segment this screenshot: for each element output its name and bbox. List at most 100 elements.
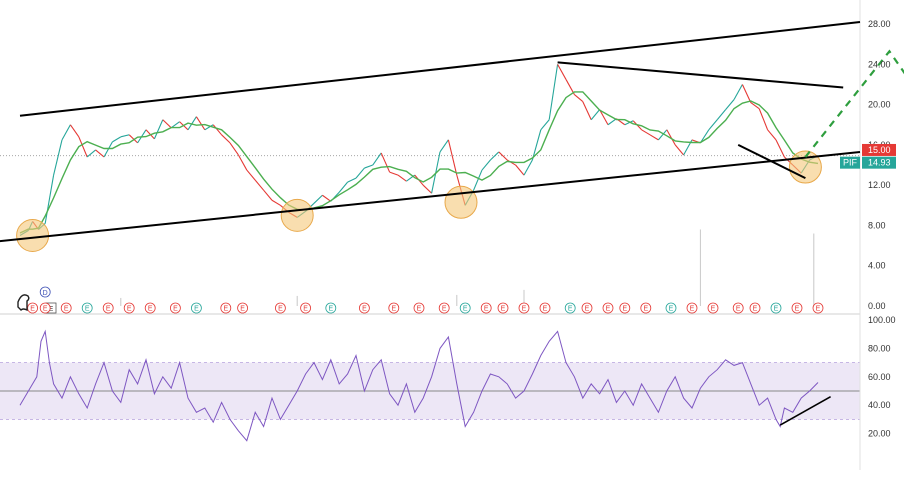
- price-candle: [338, 181, 349, 193]
- earnings-marker-label: E: [106, 306, 111, 313]
- upper-channel-trendline[interactable]: [19, 21, 861, 117]
- earnings-marker[interactable]: [388, 302, 400, 314]
- price-candle: [557, 64, 567, 80]
- dividend-marker[interactable]: [39, 286, 51, 298]
- earnings-marker-label: E: [362, 306, 367, 313]
- earnings-marker[interactable]: [665, 302, 677, 314]
- price-candle: [582, 101, 592, 120]
- rsi-trendline[interactable]: [779, 395, 831, 426]
- earnings-marker-label: E: [501, 306, 506, 313]
- recent-decline-trendline[interactable]: [737, 144, 806, 180]
- earnings-marker[interactable]: [123, 302, 135, 314]
- earnings-marker[interactable]: [39, 302, 51, 314]
- price-tags: 15.00 PIF 14.93: [840, 143, 896, 169]
- earnings-marker[interactable]: [144, 302, 156, 314]
- earnings-marker[interactable]: [770, 302, 782, 314]
- earnings-marker[interactable]: [791, 302, 803, 314]
- price-candle: [473, 169, 483, 191]
- earnings-marker[interactable]: [438, 302, 450, 314]
- earnings-marker[interactable]: [539, 302, 551, 314]
- price-axis-tick-label: 20.00: [868, 100, 891, 110]
- price-candle: [254, 179, 265, 191]
- earnings-marker-label: E: [522, 306, 527, 313]
- earnings-marker[interactable]: [619, 302, 631, 314]
- price-series: [19, 64, 819, 236]
- price-tag-last: [862, 156, 896, 169]
- earnings-marker-label: E: [816, 306, 821, 313]
- price-candle: [741, 84, 752, 103]
- earnings-marker[interactable]: [81, 302, 93, 314]
- price-candle: [237, 154, 248, 171]
- price-candle: [531, 129, 542, 161]
- earnings-marker[interactable]: [325, 302, 337, 314]
- earnings-marker[interactable]: [564, 302, 576, 314]
- earnings-marker-label: E: [278, 306, 283, 313]
- earnings-marker-label: E: [795, 306, 800, 313]
- rsi-axis-tick-label: 60.00: [868, 372, 891, 382]
- earnings-marker[interactable]: [749, 302, 761, 314]
- earnings-marker[interactable]: [237, 302, 249, 314]
- price-candle: [490, 151, 500, 161]
- earnings-marker[interactable]: [190, 302, 202, 314]
- earnings-marker[interactable]: [169, 302, 181, 314]
- event-markers[interactable]: E D E E E E E E E E E E E E E E E E E E E E E E E E E E E E E E E E E E E E: [27, 286, 824, 314]
- projection-path[interactable]: [804, 29, 904, 158]
- earnings-marker[interactable]: [812, 302, 824, 314]
- earnings-marker[interactable]: [300, 302, 312, 314]
- price-candle: [649, 134, 659, 141]
- price-candle: [263, 189, 273, 201]
- earnings-marker-label: E: [484, 306, 489, 313]
- earnings-marker[interactable]: [707, 302, 719, 314]
- price-candle: [187, 116, 197, 131]
- price-candle: [44, 175, 55, 224]
- earnings-marker[interactable]: [602, 302, 614, 314]
- earnings-marker-label: E: [173, 306, 178, 313]
- price-candle: [666, 129, 676, 146]
- earnings-marker[interactable]: [640, 302, 652, 314]
- moving-average-line: [19, 91, 819, 234]
- price-candle: [120, 134, 130, 138]
- earnings-marker[interactable]: [102, 302, 114, 314]
- y-axis[interactable]: 28.0024.0020.0016.0012.008.004.000.00100…: [868, 19, 896, 439]
- price-candle: [170, 121, 180, 129]
- earnings-marker[interactable]: [497, 302, 509, 314]
- earnings-marker[interactable]: [358, 302, 370, 314]
- earnings-marker[interactable]: [413, 302, 425, 314]
- rsi-path: [19, 329, 819, 442]
- price-axis-tick-label: 28.00: [868, 19, 891, 29]
- earnings-marker[interactable]: [518, 302, 530, 314]
- rsi-axis-tick-label: 40.00: [868, 400, 891, 410]
- earnings-marker[interactable]: [686, 302, 698, 314]
- trendlines[interactable]: [0, 21, 861, 243]
- price-candle: [347, 177, 357, 183]
- earnings-marker[interactable]: [480, 302, 492, 314]
- price-candle: [195, 116, 206, 131]
- price-candle: [540, 119, 550, 131]
- earnings-marker[interactable]: [220, 302, 232, 314]
- earnings-marker[interactable]: [459, 302, 471, 314]
- earnings-marker[interactable]: [60, 302, 72, 314]
- tradingview-logo-icon: [17, 294, 30, 312]
- earnings-marker-label: E: [753, 306, 758, 313]
- price-candle: [767, 129, 777, 141]
- projection-dashed-line[interactable]: [804, 29, 904, 158]
- earnings-marker-label: E: [543, 306, 548, 313]
- price-candle: [523, 159, 533, 176]
- earnings-marker-label: E: [690, 306, 695, 313]
- earnings-marker-label: E: [585, 306, 590, 313]
- price-axis-tick-label: 8.00: [868, 220, 886, 230]
- top-resistance-trendline[interactable]: [557, 61, 844, 89]
- dividend-marker-label: D: [43, 290, 48, 297]
- price-candle: [439, 139, 449, 153]
- highlight-circle: [444, 185, 478, 219]
- price-candle: [515, 164, 525, 176]
- rsi-line: [19, 329, 831, 442]
- ticker-tag-label: PIF: [843, 158, 858, 168]
- earnings-marker[interactable]: [732, 302, 744, 314]
- earnings-marker[interactable]: [274, 302, 286, 314]
- price-candle: [322, 194, 332, 202]
- earnings-marker[interactable]: [581, 302, 593, 314]
- lower-channel-trendline[interactable]: [0, 150, 861, 243]
